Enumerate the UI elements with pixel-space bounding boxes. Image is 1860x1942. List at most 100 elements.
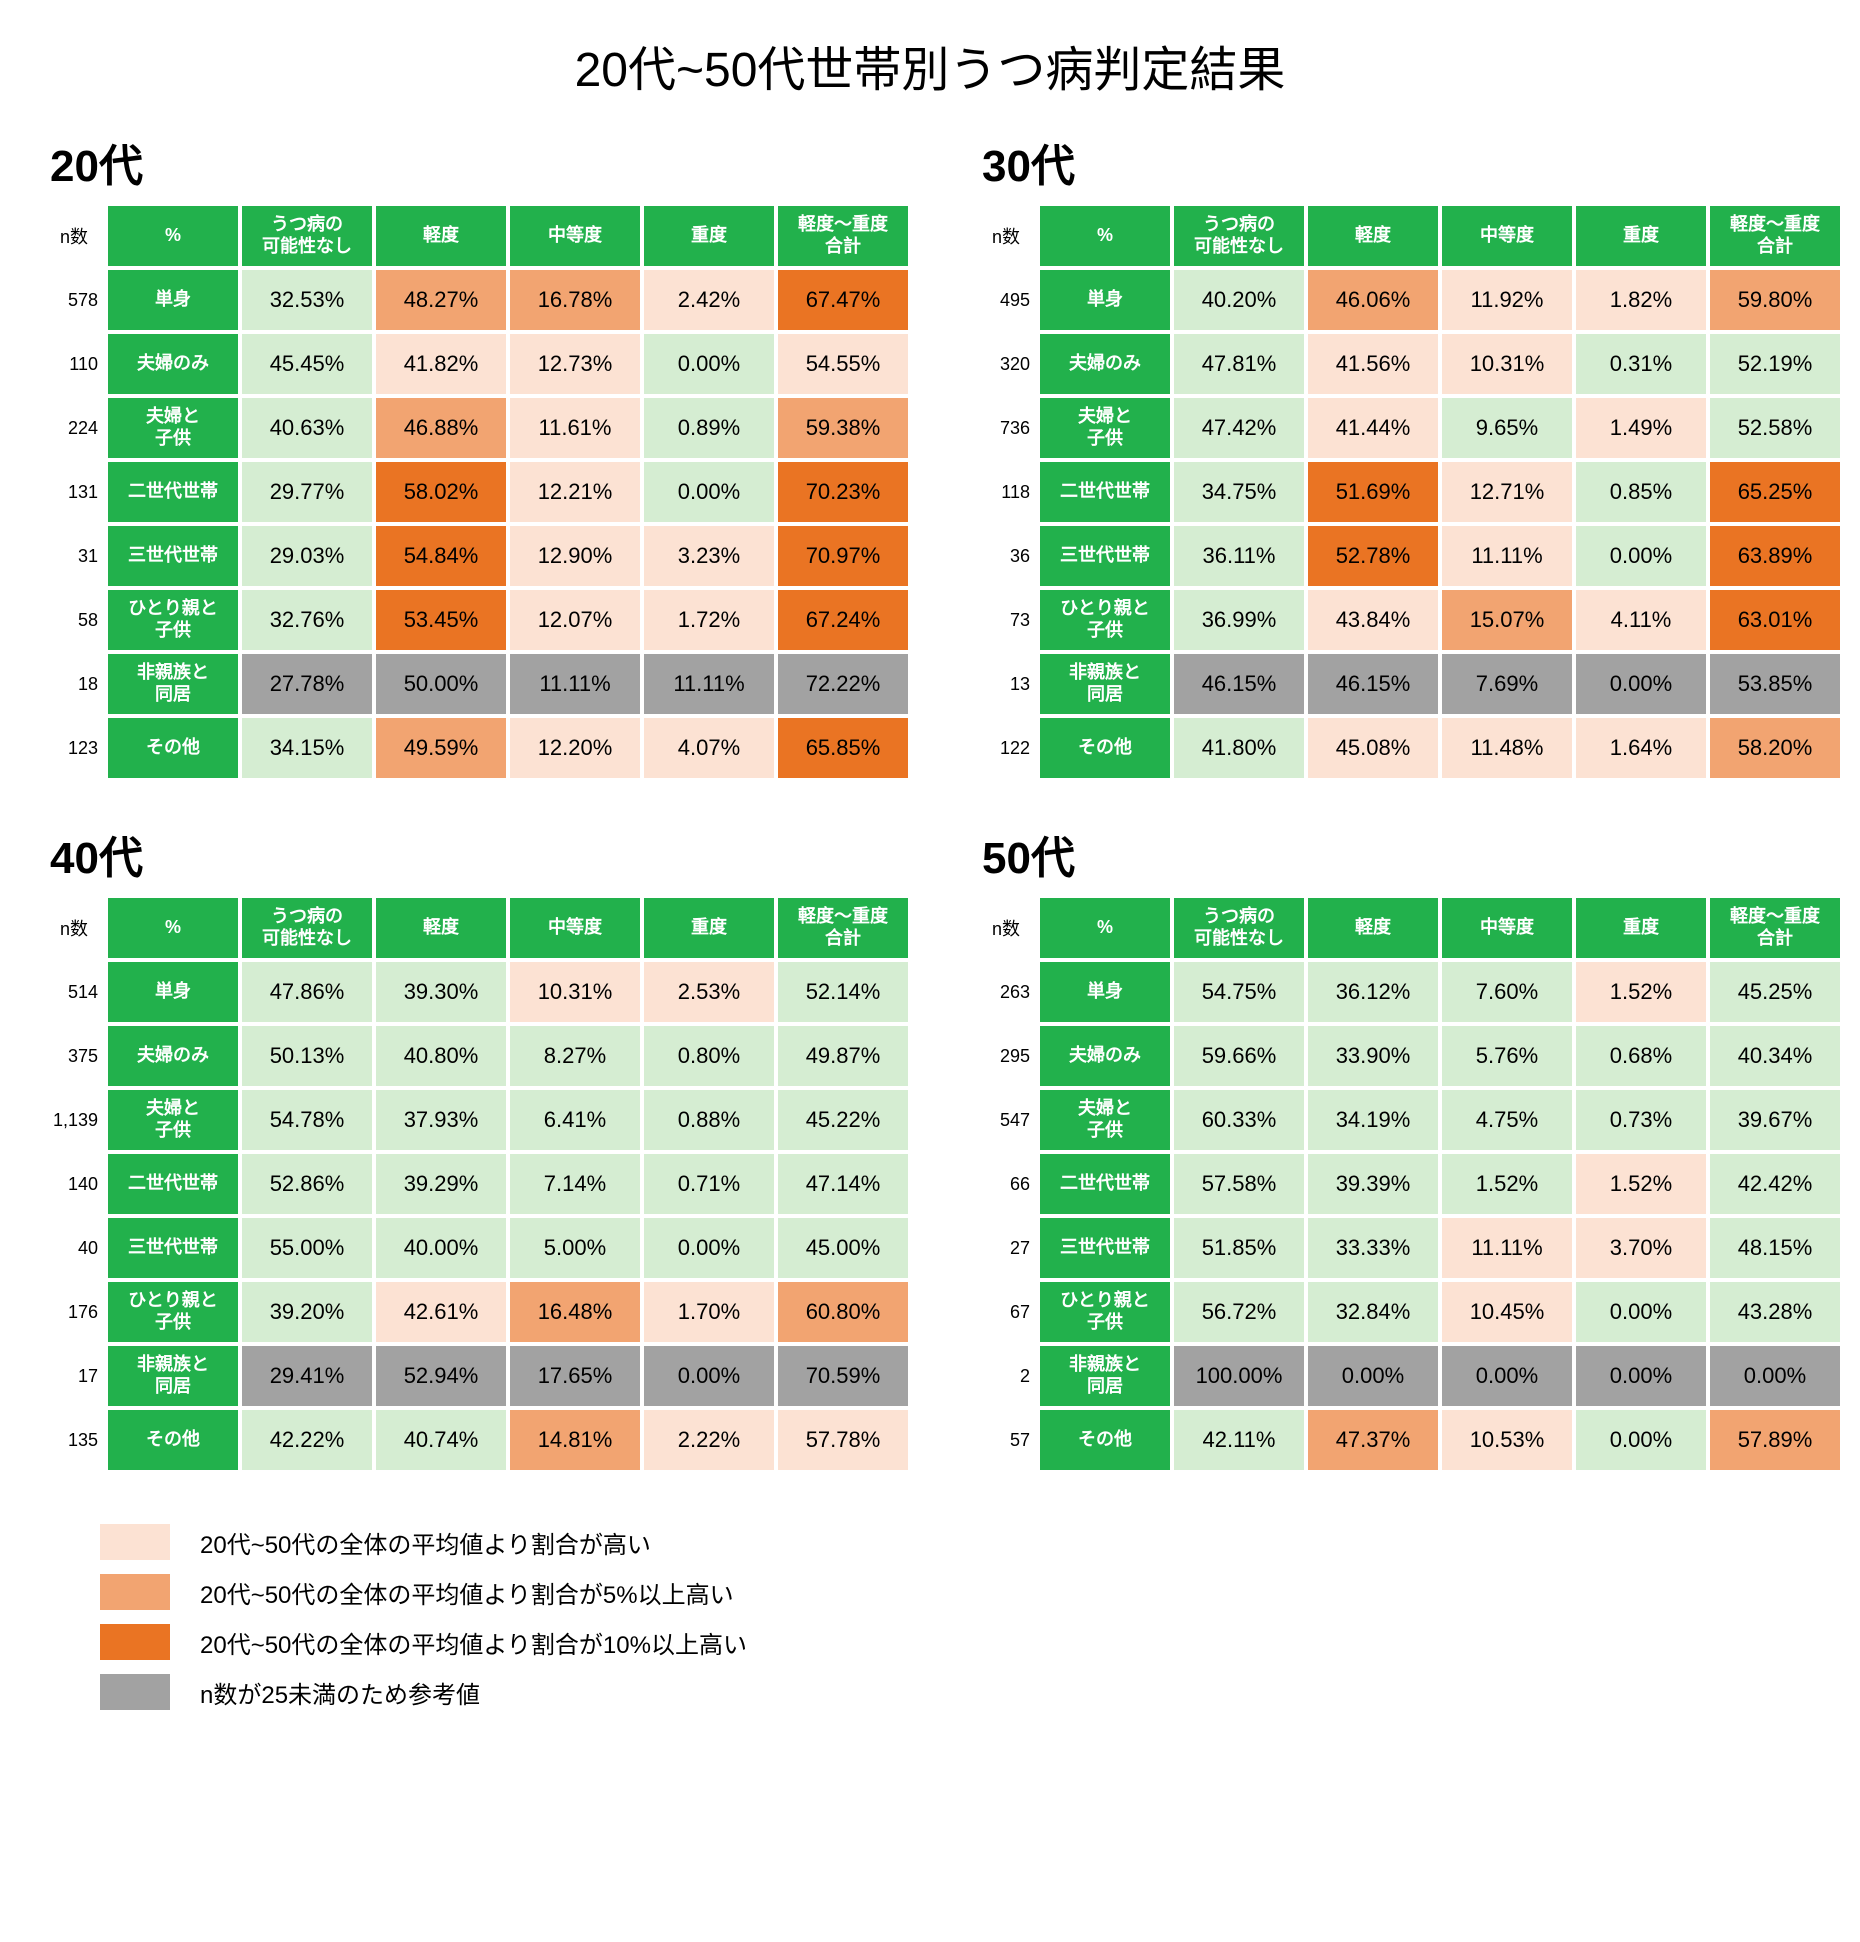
value-cell: 33.90% (1308, 1026, 1438, 1086)
legend-row: 20代~50代の全体の平均値より割合が高い (40, 1524, 1820, 1560)
legend-text: 20代~50代の全体の平均値より割合が高い (200, 1525, 651, 1560)
value-cell: 59.80% (1710, 270, 1840, 330)
value-cell: 17.65% (510, 1346, 640, 1406)
value-cell: 60.33% (1174, 1090, 1304, 1150)
n-value: 66 (976, 1154, 1036, 1214)
value-cell: 46.88% (376, 398, 506, 458)
col-header-pct: % (1040, 206, 1170, 266)
value-cell: 70.97% (778, 526, 908, 586)
value-cell: 59.66% (1174, 1026, 1304, 1086)
value-cell: 57.89% (1710, 1410, 1840, 1470)
table-row: 224夫婦と 子供40.63%46.88%11.61%0.89%59.38% (44, 398, 908, 458)
value-cell: 32.84% (1308, 1282, 1438, 1342)
value-cell: 45.22% (778, 1090, 908, 1150)
value-cell: 52.94% (376, 1346, 506, 1406)
table-row: 2非親族と 同居100.00%0.00%0.00%0.00%0.00% (976, 1346, 1840, 1406)
legend-row: 20代~50代の全体の平均値より割合が10%以上高い (40, 1624, 1820, 1660)
row-label: 夫婦と 子供 (108, 398, 238, 458)
value-cell: 16.78% (510, 270, 640, 330)
value-cell: 47.86% (242, 962, 372, 1022)
value-cell: 12.20% (510, 718, 640, 778)
table-row: 375夫婦のみ50.13%40.80%8.27%0.80%49.87% (44, 1026, 908, 1086)
value-cell: 0.88% (644, 1090, 774, 1150)
value-cell: 52.19% (1710, 334, 1840, 394)
value-cell: 1.52% (1576, 1154, 1706, 1214)
n-value: 2 (976, 1346, 1036, 1406)
data-table: n数%うつ病の 可能性なし軽度中等度重度軽度～重度 合計578単身32.53%4… (40, 202, 912, 782)
col-header-pct: % (1040, 898, 1170, 958)
value-cell: 15.07% (1442, 590, 1572, 650)
value-cell: 67.24% (778, 590, 908, 650)
value-cell: 5.76% (1442, 1026, 1572, 1086)
col-header-none: うつ病の 可能性なし (1174, 898, 1304, 958)
row-label: 三世代世帯 (108, 1218, 238, 1278)
value-cell: 36.12% (1308, 962, 1438, 1022)
value-cell: 0.00% (1442, 1346, 1572, 1406)
n-value: 295 (976, 1026, 1036, 1086)
n-value: 118 (976, 462, 1036, 522)
n-value: 224 (44, 398, 104, 458)
row-label: 非親族と 同居 (108, 654, 238, 714)
col-header-mild: 軽度 (1308, 206, 1438, 266)
legend-swatch (100, 1674, 170, 1710)
row-label: 夫婦と 子供 (1040, 398, 1170, 458)
n-value: 176 (44, 1282, 104, 1342)
value-cell: 57.78% (778, 1410, 908, 1470)
value-cell: 10.31% (510, 962, 640, 1022)
col-header-moderate: 中等度 (1442, 898, 1572, 958)
value-cell: 11.48% (1442, 718, 1572, 778)
value-cell: 51.85% (1174, 1218, 1304, 1278)
value-cell: 70.59% (778, 1346, 908, 1406)
value-cell: 3.70% (1576, 1218, 1706, 1278)
value-cell: 36.99% (1174, 590, 1304, 650)
value-cell: 0.00% (1576, 1346, 1706, 1406)
value-cell: 63.01% (1710, 590, 1840, 650)
value-cell: 52.58% (1710, 398, 1840, 458)
legend-text: n数が25未満のため参考値 (200, 1675, 480, 1710)
value-cell: 59.38% (778, 398, 908, 458)
value-cell: 42.42% (1710, 1154, 1840, 1214)
value-cell: 39.39% (1308, 1154, 1438, 1214)
value-cell: 41.44% (1308, 398, 1438, 458)
col-header-severe: 重度 (1576, 898, 1706, 958)
value-cell: 48.27% (376, 270, 506, 330)
col-header-n: n数 (976, 898, 1036, 958)
value-cell: 12.71% (1442, 462, 1572, 522)
value-cell: 1.64% (1576, 718, 1706, 778)
col-header-none: うつ病の 可能性なし (1174, 206, 1304, 266)
row-label: その他 (1040, 718, 1170, 778)
legend-row: n数が25未満のため参考値 (40, 1674, 1820, 1710)
value-cell: 3.23% (644, 526, 774, 586)
table-row: 36三世代世帯36.11%52.78%11.11%0.00%63.89% (976, 526, 1840, 586)
value-cell: 12.73% (510, 334, 640, 394)
table-heading: 30代 (982, 130, 1844, 194)
table-block: 30代n数%うつ病の 可能性なし軽度中等度重度軽度～重度 合計495単身40.2… (972, 130, 1844, 782)
value-cell: 0.00% (644, 334, 774, 394)
value-cell: 27.78% (242, 654, 372, 714)
n-value: 67 (976, 1282, 1036, 1342)
value-cell: 2.42% (644, 270, 774, 330)
value-cell: 47.81% (1174, 334, 1304, 394)
value-cell: 40.74% (376, 1410, 506, 1470)
value-cell: 40.20% (1174, 270, 1304, 330)
value-cell: 60.80% (778, 1282, 908, 1342)
value-cell: 54.75% (1174, 962, 1304, 1022)
value-cell: 0.00% (1576, 1282, 1706, 1342)
col-header-total: 軽度～重度 合計 (1710, 206, 1840, 266)
table-row: 58ひとり親と 子供32.76%53.45%12.07%1.72%67.24% (44, 590, 908, 650)
row-label: 夫婦と 子供 (1040, 1090, 1170, 1150)
value-cell: 63.89% (1710, 526, 1840, 586)
value-cell: 65.85% (778, 718, 908, 778)
row-label: 三世代世帯 (1040, 526, 1170, 586)
n-value: 73 (976, 590, 1036, 650)
table-row: 40三世代世帯55.00%40.00%5.00%0.00%45.00% (44, 1218, 908, 1278)
col-header-moderate: 中等度 (1442, 206, 1572, 266)
n-value: 578 (44, 270, 104, 330)
value-cell: 72.22% (778, 654, 908, 714)
page-title: 20代~50代世帯別うつ病判定結果 (40, 30, 1820, 100)
row-label: 単身 (108, 962, 238, 1022)
value-cell: 34.19% (1308, 1090, 1438, 1150)
table-heading: 40代 (50, 822, 912, 886)
value-cell: 42.61% (376, 1282, 506, 1342)
row-label: 二世代世帯 (1040, 1154, 1170, 1214)
